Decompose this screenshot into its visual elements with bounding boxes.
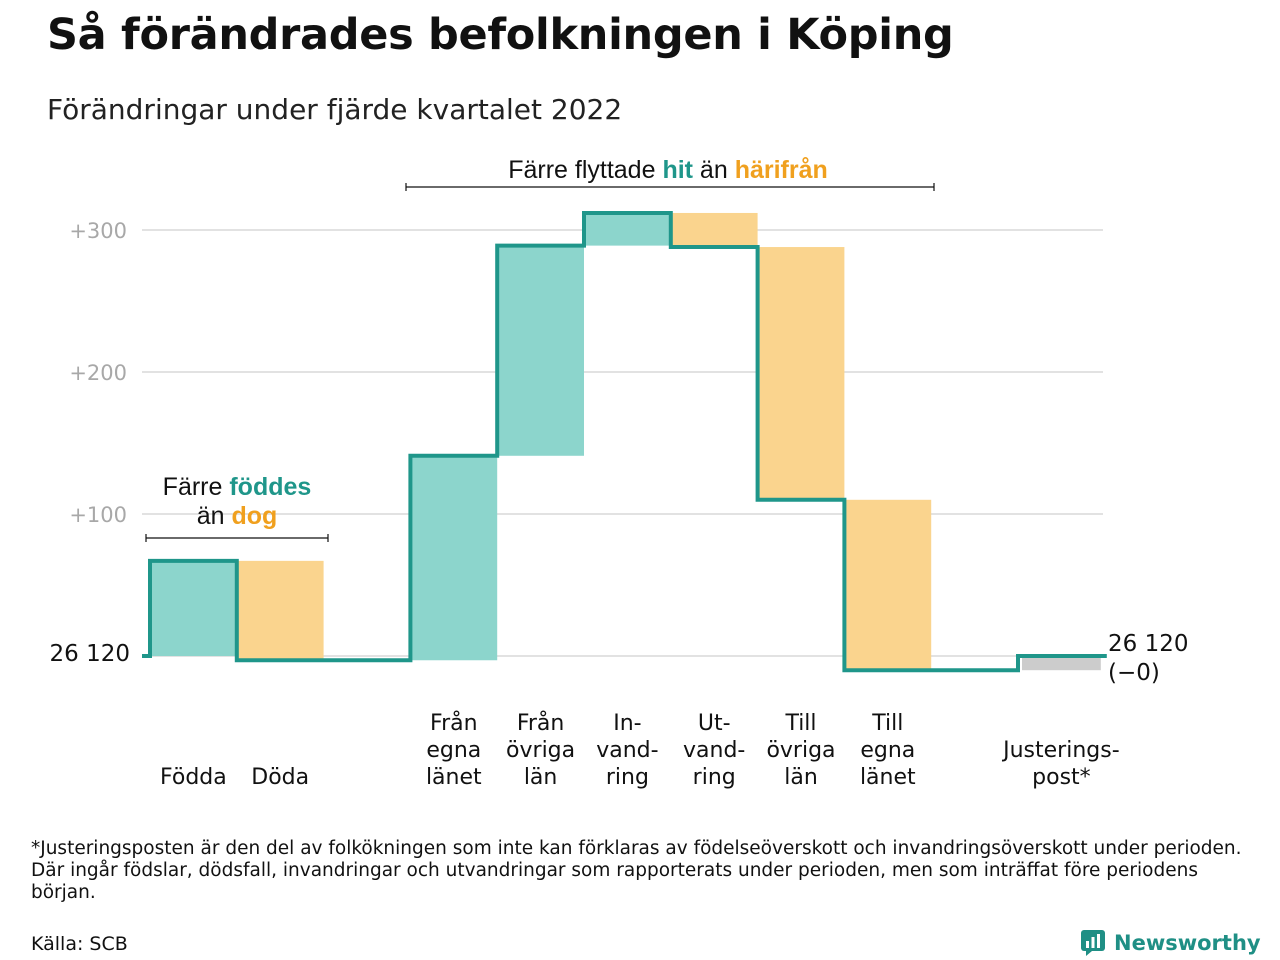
y-tick-label: +100 [69,503,127,527]
annotation-births-deaths: Färre föddes [163,473,312,501]
category-label: In- [613,711,641,736]
annotation-migration-part: Färre flyttade [508,156,662,184]
bar-increase [150,560,237,656]
category-label: Döda [251,765,309,790]
footnote: *Justeringsposten är den del av folkökni… [31,838,1242,903]
category-label: övriga [506,738,575,763]
annotation-births-deaths-line2: än dog [197,502,278,530]
category-label: Justerings- [1001,738,1120,763]
category-label: Födda [160,765,227,790]
category-label: länet [860,765,916,790]
end-value-label: 26 120 [1108,631,1188,657]
category-label: Från [517,710,565,736]
category-label: Till [784,711,816,736]
category-label: Till [871,711,903,736]
y-tick-label: +300 [69,219,127,243]
end-change-label: (−0) [1108,660,1160,686]
category-label: post* [1032,765,1091,790]
category-label: ring [606,765,649,790]
category-label: ring [693,765,736,790]
bar-decrease [236,560,324,661]
newsworthy-logo-icon [1081,930,1105,956]
category-label: egna [860,738,915,763]
cumulative-step-line [142,210,1107,673]
annotation-migration-part: hit [662,156,693,184]
category-label: vand- [683,738,745,763]
source-note: Källa: SCB [31,933,128,955]
line-layer [142,210,1107,673]
category-label: egna [426,738,481,763]
category-label: vand- [596,738,658,763]
annotation-births-deaths-line2-part: än [197,502,232,530]
start-value-label: 26 120 [50,641,130,667]
bar-layer [150,212,1101,671]
category-label: länet [426,765,482,790]
category-label: Ut- [698,711,731,736]
bar-increase [584,212,671,246]
brand-name: Newsworthy [1114,931,1261,955]
bar-increase [410,455,498,661]
category-label: övriga [766,738,835,763]
y-tick-label: +200 [69,361,127,385]
chart-title: Så förändrades befolkningen i Köping [47,10,954,60]
annotation-migration-part: härifrån [735,156,828,184]
bar-adjustment [1022,656,1101,671]
category-label: län [784,765,818,790]
chart-subtitle: Förändringar under fjärde kvartalet 2022 [47,93,623,126]
annotation-births-deaths-line2-part: dog [231,502,277,530]
annotation-births-deaths-part: Färre [163,473,230,501]
brand-logo[interactable]: Newsworthy [1080,928,1261,958]
annotation-migration-part: än [693,156,735,184]
category-label: län [524,765,558,790]
annotation-migration: Färre flyttade hit än härifrån [508,156,828,184]
bar-decrease [844,499,932,671]
bar-increase [497,245,584,456]
bar-decrease [757,247,845,500]
annotation-births-deaths-part: föddes [229,473,311,501]
bar-decrease [670,212,758,248]
category-label: Från [430,710,478,736]
